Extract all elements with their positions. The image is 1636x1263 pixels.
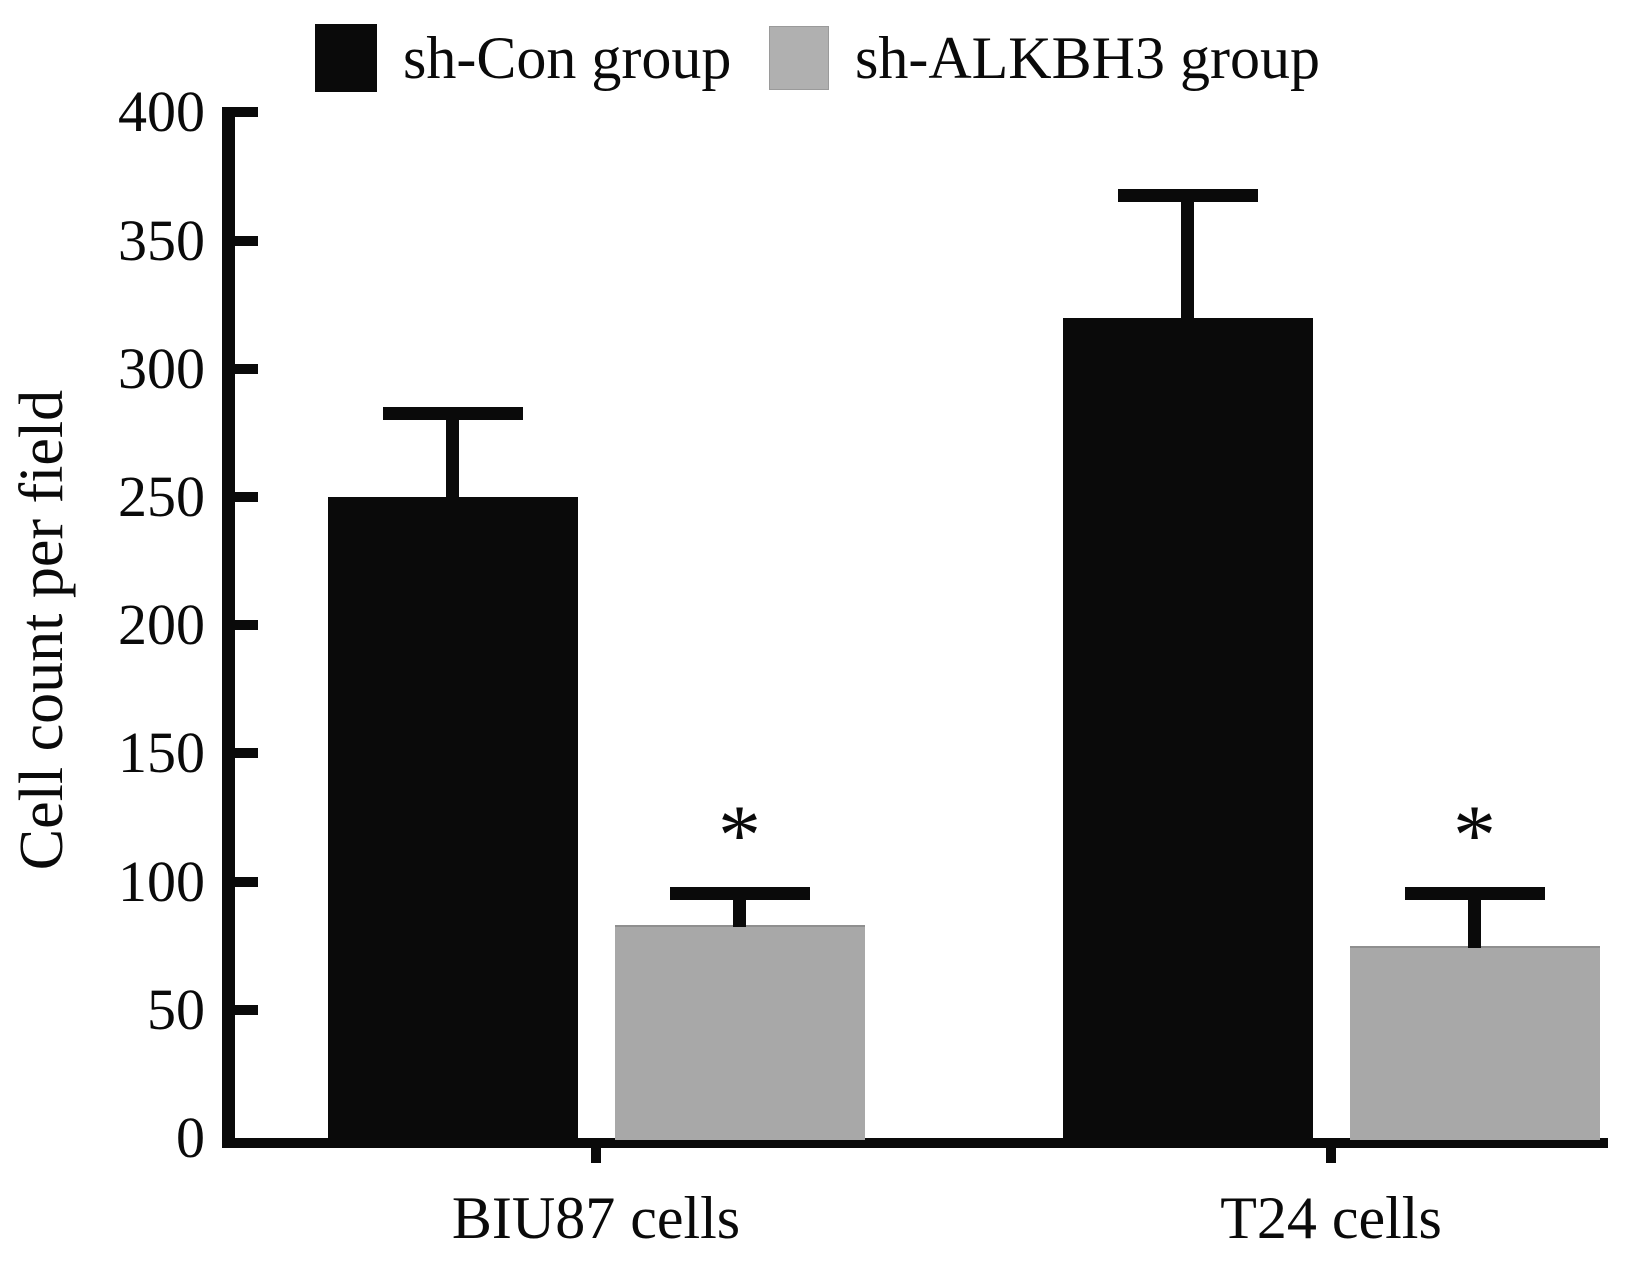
error-cap-t24-cells-sh-con-group <box>1117 189 1258 203</box>
error-cap-biu87-cells-sh-con-group <box>382 407 523 421</box>
y-tick-label-400: 400 <box>118 79 205 145</box>
legend-label-sh-con: sh-Con group <box>403 25 732 91</box>
category-label-t24-cells: T24 cells <box>1220 1185 1442 1251</box>
bar-biu87-cells-sh-alkbh3-group <box>614 925 865 1140</box>
y-tick-250 <box>222 492 258 502</box>
y-tick-100 <box>222 876 258 887</box>
y-tick-label-200: 200 <box>118 592 205 658</box>
y-tick-label-300: 300 <box>118 335 205 401</box>
y-tick-350 <box>222 235 258 246</box>
y-tick-150 <box>222 748 258 759</box>
y-tick-label-150: 150 <box>118 720 205 786</box>
error-stem-biu87-cells-sh-con-group <box>446 407 459 499</box>
bar-t24-cells-sh-con-group <box>1062 317 1313 1138</box>
error-cap-biu87-cells-sh-alkbh3-group <box>669 886 810 900</box>
y-tick-400 <box>222 107 258 118</box>
x-tick-t24-cells <box>1326 1148 1336 1163</box>
y-tick-label-0: 0 <box>176 1105 205 1170</box>
significance-asterisk-biu87-cells-sh-alkbh3-group: * <box>718 786 761 883</box>
error-cap-t24-cells-sh-alkbh3-group <box>1404 886 1545 900</box>
legend-swatch-sh-con <box>315 24 377 92</box>
y-tick-label-250: 250 <box>118 464 205 529</box>
x-axis-line <box>222 1138 1608 1148</box>
y-tick-label-50: 50 <box>147 976 205 1042</box>
category-label-biu87-cells: BIU87 cells <box>451 1185 741 1251</box>
legend-label-sh-alkbh3: sh-ALKBH3 group <box>855 25 1320 91</box>
bar-t24-cells-sh-alkbh3-group <box>1349 945 1600 1140</box>
y-tick-200 <box>222 620 258 631</box>
legend-item-sh-alkbh3: sh-ALKBH3 group <box>769 22 1320 94</box>
error-stem-t24-cells-sh-con-group <box>1181 189 1194 320</box>
legend-swatch-sh-alkbh3 <box>769 26 829 90</box>
y-tick-300 <box>222 363 258 374</box>
y-tick-label-350: 350 <box>118 207 205 273</box>
y-tick-50 <box>222 1004 258 1015</box>
significance-asterisk-t24-cells-sh-alkbh3-group: * <box>1453 786 1496 883</box>
x-tick-biu87-cells <box>591 1148 601 1163</box>
error-stem-t24-cells-sh-alkbh3-group <box>1468 886 1481 948</box>
bar-biu87-cells-sh-con-group <box>327 497 578 1138</box>
y-tick-label-100: 100 <box>118 848 205 914</box>
legend-item-sh-con: sh-Con group <box>315 22 731 94</box>
